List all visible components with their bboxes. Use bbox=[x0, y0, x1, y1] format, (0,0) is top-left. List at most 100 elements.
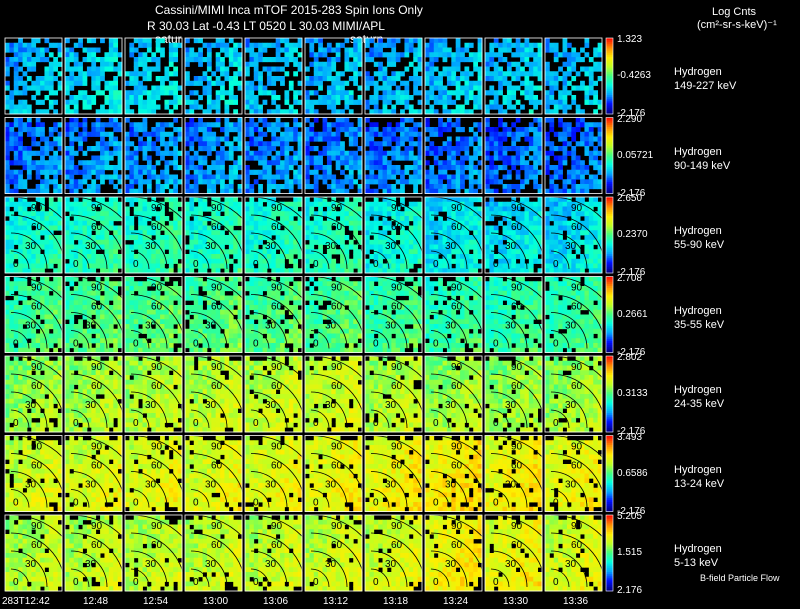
heatmap-cell bbox=[597, 268, 603, 274]
heatmap-cell bbox=[133, 258, 139, 264]
heatmap-cell bbox=[48, 197, 54, 203]
heatmap-cell bbox=[571, 136, 577, 142]
heatmap-cell bbox=[138, 268, 143, 274]
heatmap-cell bbox=[309, 239, 315, 245]
heatmap-cell bbox=[133, 57, 139, 63]
heatmap-cell bbox=[580, 174, 585, 180]
heatmap-cell bbox=[249, 61, 255, 67]
heatmap-cell bbox=[26, 52, 32, 58]
heatmap-cell bbox=[293, 211, 299, 217]
heatmap-cell bbox=[386, 76, 392, 82]
heatmap-cell bbox=[485, 169, 490, 175]
colorbar-segment bbox=[606, 151, 613, 155]
heatmap-cell bbox=[593, 249, 599, 255]
heatmap-cell bbox=[65, 263, 70, 269]
heatmap-cell bbox=[40, 155, 45, 161]
heatmap-cell bbox=[438, 244, 443, 250]
heatmap-cell bbox=[558, 136, 563, 142]
heatmap-cell bbox=[382, 244, 388, 250]
heatmap-cell bbox=[313, 263, 319, 269]
heatmap-cell bbox=[86, 268, 92, 274]
heatmap-cell bbox=[142, 244, 148, 250]
heatmap-cell bbox=[57, 276, 63, 282]
heatmap-cell bbox=[65, 174, 70, 180]
colorbar-segment bbox=[606, 39, 613, 43]
heatmap-cell bbox=[82, 239, 88, 245]
heatmap-cell bbox=[524, 206, 530, 212]
heatmap-cell bbox=[233, 263, 239, 269]
heatmap-cell bbox=[57, 188, 63, 194]
heatmap-cell bbox=[558, 76, 563, 82]
heatmap-cell bbox=[588, 184, 594, 190]
heatmap-cell bbox=[245, 174, 250, 180]
heatmap-cell bbox=[155, 174, 161, 180]
heatmap-cell bbox=[502, 235, 508, 241]
heatmap-cell bbox=[524, 230, 530, 236]
heatmap-cell bbox=[335, 117, 341, 123]
heatmap-cell bbox=[206, 179, 212, 185]
heatmap-cell bbox=[468, 71, 474, 77]
heatmap-cell bbox=[18, 80, 23, 86]
heatmap-cell bbox=[537, 220, 543, 226]
heatmap-cell bbox=[13, 305, 19, 311]
heatmap-cell bbox=[228, 244, 234, 250]
heatmap-cell bbox=[160, 211, 165, 217]
heatmap-cell bbox=[549, 150, 555, 156]
heatmap-cell bbox=[348, 169, 354, 175]
heatmap-cell bbox=[473, 230, 479, 236]
heatmap-cell bbox=[253, 141, 259, 147]
heatmap-cell bbox=[275, 160, 281, 166]
heatmap-cell bbox=[571, 211, 577, 217]
heatmap-cell bbox=[117, 155, 123, 161]
heatmap-cell bbox=[533, 57, 539, 63]
heatmap-cell bbox=[18, 131, 23, 137]
heatmap-cell bbox=[100, 155, 105, 161]
heatmap-cell bbox=[271, 80, 277, 86]
heatmap-cell bbox=[506, 188, 512, 194]
heatmap-cell bbox=[545, 42, 550, 48]
heatmap-cell bbox=[44, 136, 50, 142]
heatmap-cell bbox=[142, 165, 148, 171]
heatmap-cell bbox=[168, 57, 174, 63]
heatmap-cell bbox=[515, 136, 521, 142]
heatmap-cell bbox=[524, 80, 530, 86]
heatmap-cell bbox=[464, 254, 470, 260]
heatmap-cell bbox=[473, 99, 479, 105]
heatmap-cell bbox=[155, 131, 161, 137]
colorbar-segment bbox=[606, 110, 613, 113]
heatmap-cell bbox=[95, 76, 101, 82]
colorbar-segment bbox=[606, 223, 613, 226]
heatmap-cell bbox=[460, 85, 465, 91]
heatmap-cell bbox=[365, 76, 370, 82]
heatmap-cell bbox=[545, 220, 550, 226]
heatmap-cell bbox=[211, 188, 217, 194]
heatmap-cell bbox=[369, 206, 375, 212]
heatmap-cell bbox=[597, 141, 603, 147]
colorbar-segment bbox=[606, 121, 613, 124]
heatmap-cell bbox=[353, 131, 359, 137]
heatmap-cell bbox=[26, 305, 32, 311]
pitch-angle-label: 60 bbox=[91, 222, 103, 233]
heatmap-cell bbox=[65, 239, 70, 245]
colorbar-segment bbox=[606, 89, 613, 92]
heatmap-cell bbox=[357, 263, 363, 269]
heatmap-cell bbox=[344, 220, 350, 226]
heatmap-cell bbox=[146, 66, 152, 72]
heatmap-cell bbox=[464, 99, 470, 105]
heatmap-cell bbox=[477, 104, 483, 110]
heatmap-cell bbox=[455, 230, 461, 236]
heatmap-cell bbox=[202, 254, 208, 260]
heatmap-cell bbox=[177, 201, 183, 207]
colorbar-segment bbox=[606, 248, 613, 251]
heatmap-cell bbox=[549, 165, 555, 171]
heatmap-cell bbox=[193, 57, 199, 63]
heatmap-cell bbox=[429, 188, 435, 194]
heatmap-cell bbox=[588, 71, 594, 77]
heatmap-cell bbox=[305, 117, 310, 123]
heatmap-cell bbox=[353, 211, 359, 217]
heatmap-cell bbox=[344, 254, 350, 260]
heatmap-cell bbox=[533, 160, 539, 166]
heatmap-cell bbox=[91, 66, 97, 72]
heatmap-cell bbox=[386, 244, 392, 250]
